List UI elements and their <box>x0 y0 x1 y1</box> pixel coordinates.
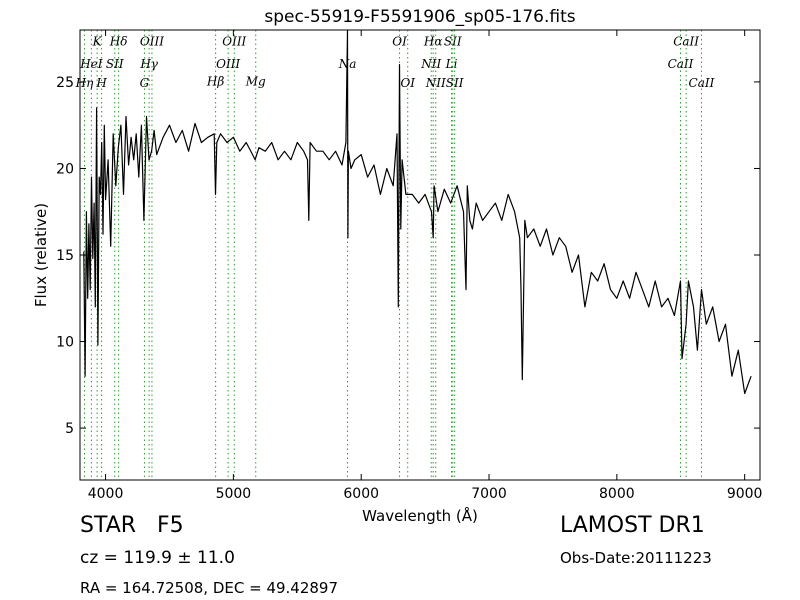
y-tick-label: 5 <box>65 421 74 437</box>
redshift-value: cz = 119.9 ± 11.0 <box>80 548 235 568</box>
y-axis: 5 10 15 20 25 <box>56 75 760 437</box>
spectral-line-label: OI <box>400 76 415 90</box>
spectral-line-label: Hα <box>423 35 443 49</box>
spectral-line-label: SII <box>446 76 464 90</box>
spectral-line-label: HeI <box>79 57 103 71</box>
spectral-line-label: NII <box>425 76 446 90</box>
spectral-line-label: Li <box>445 57 458 71</box>
x-tick-label: 8000 <box>599 486 635 502</box>
spectral-line-label: CaII <box>689 76 715 90</box>
y-axis-label: Flux (relative) <box>32 203 50 307</box>
y-tick-label: 15 <box>56 248 74 264</box>
x-axis: 4000 5000 6000 7000 8000 9000 <box>88 30 763 502</box>
x-axis-label: Wavelength (Å) <box>362 506 478 525</box>
spectrum-line <box>83 29 752 395</box>
survey-name: LAMOST DR1 <box>560 513 705 538</box>
spectral-line-label: SII <box>444 35 462 49</box>
spectral-line-label: SII <box>106 57 124 71</box>
spectral-line-label: Hη <box>75 76 94 90</box>
x-tick-label: 5000 <box>216 486 252 502</box>
spectral-line-label: NII <box>420 57 441 71</box>
x-tick-label: 6000 <box>343 486 379 502</box>
spectral-line-label: Hδ <box>109 35 128 49</box>
y-tick-label: 10 <box>56 335 74 351</box>
spectral-line-label: CaII <box>673 35 699 49</box>
spectral-line-label: Hβ <box>206 74 224 88</box>
spectral-line-markers: HηHeIKHSIIHδGHγOIIIHβOIIIOIIIMgNaOIOINII… <box>75 30 715 480</box>
spectral-line-label: CaII <box>668 57 694 71</box>
spectral-line-label: OI <box>392 35 407 49</box>
y-tick-label: 25 <box>56 75 74 91</box>
plot-frame <box>79 29 761 481</box>
spectral-line-label: OIII <box>216 57 240 71</box>
spectral-line-label: K <box>92 35 103 49</box>
coordinates: RA = 164.72508, DEC = 49.42897 <box>80 579 339 597</box>
x-tick-label: 9000 <box>727 486 763 502</box>
spectral-line-label: H <box>95 76 107 90</box>
spectrum-series <box>83 29 752 395</box>
spectral-line-label: OIII <box>140 35 164 49</box>
spectral-line-label: G <box>140 76 150 90</box>
spectral-line-label: Hγ <box>139 57 158 71</box>
x-tick-label: 7000 <box>471 486 507 502</box>
chart-title: spec-55919-F5591906_sp05-176.fits <box>264 7 575 27</box>
x-tick-label: 4000 <box>88 486 124 502</box>
y-tick-label: 20 <box>56 161 74 177</box>
spectral-line-label: OIII <box>222 35 246 49</box>
object-class: STAR F5 <box>80 513 184 538</box>
obs-date: Obs-Date:20111223 <box>560 549 712 567</box>
spectral-line-label: Mg <box>245 74 266 88</box>
